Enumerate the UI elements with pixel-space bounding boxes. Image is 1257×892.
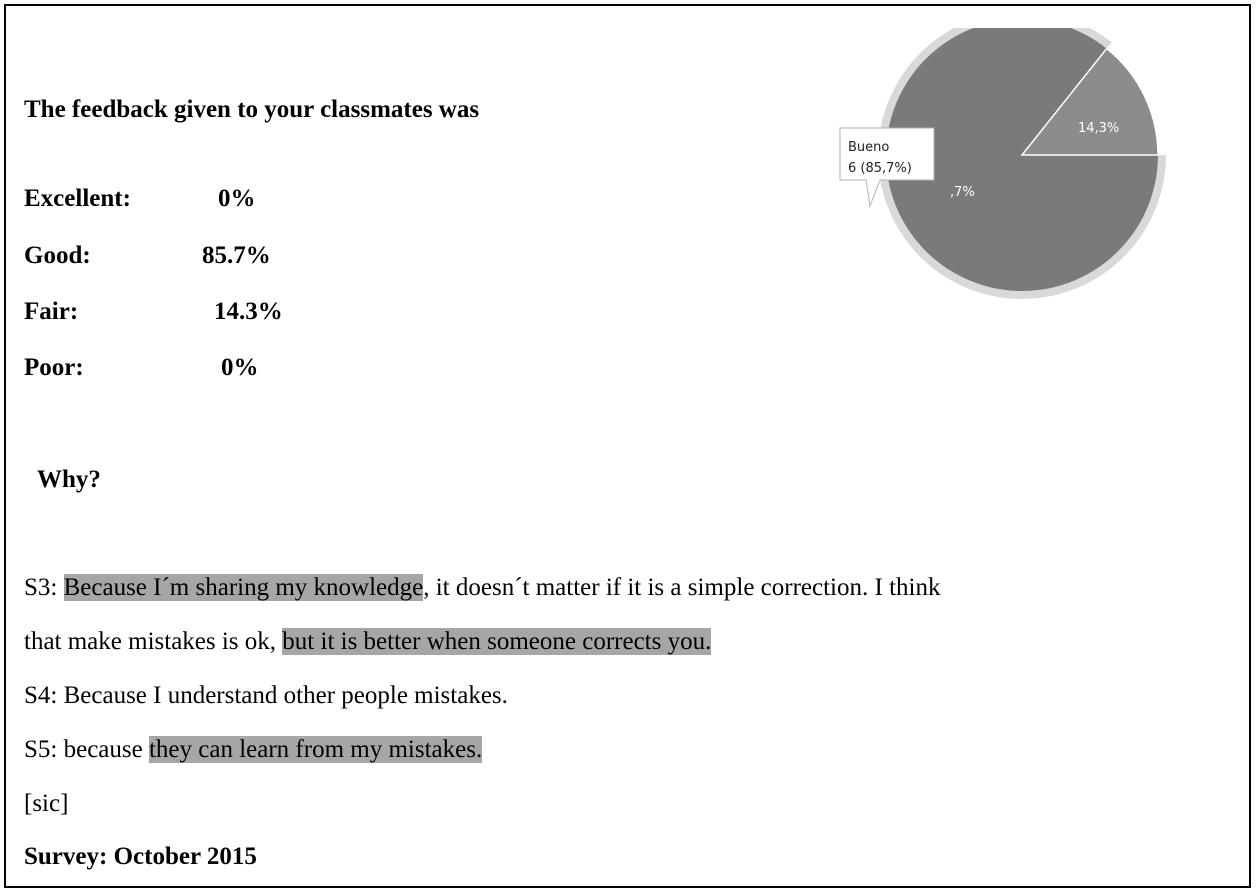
response-s3-highlight-2: but it is better when someone corrects y… <box>282 628 712 655</box>
pie-labels: 14,3% ,7% <box>950 121 1119 200</box>
response-s3-middle: , it doesn´t matter if it is a simple co… <box>423 574 941 601</box>
response-s3-line2-text: that make mistakes is ok, <box>24 628 283 655</box>
result-label-excellent: Excellent: <box>24 185 131 212</box>
pie-chart: 14,3% ,7% Bueno 6 (85,7%) <box>839 28 1166 299</box>
pie-slice-bueno <box>886 28 1158 291</box>
pie-tooltip: Bueno 6 (85,7%) <box>839 127 935 208</box>
response-s4: S4: Because I understand other people mi… <box>24 682 508 709</box>
response-s3-line2: that make mistakes is ok, but it is bett… <box>24 627 712 657</box>
sic-note: [sic] <box>24 790 69 817</box>
pie-slice-small-label: 14,3% <box>1078 121 1119 136</box>
survey-date: Survey: October 2015 <box>24 843 257 870</box>
result-label-fair: Fair: <box>24 298 79 325</box>
response-s5: S5: because they can learn from my mista… <box>24 735 483 765</box>
figure-frame <box>4 4 1251 888</box>
result-label-good: Good: <box>24 242 91 269</box>
question-heading: The feedback given to your classmates wa… <box>24 96 480 123</box>
pie-slice-bueno-label: ,7% <box>950 185 975 200</box>
response-s3-highlight-1: Because I´m sharing my knowledge <box>63 574 424 601</box>
response-s3-line1: S3: Because I´m sharing my knowledge, it… <box>24 573 940 603</box>
pie-tooltip-title: Bueno <box>848 140 889 155</box>
result-value-fair: 14.3% <box>214 298 283 325</box>
pie-slice-small <box>1020 47 1159 156</box>
response-s5-highlight: they can learn from my mistakes. <box>148 736 483 763</box>
result-value-poor: 0% <box>221 354 259 381</box>
result-value-good: 85.7% <box>202 242 271 269</box>
response-s3-prefix: S3: <box>24 574 64 601</box>
pie-tooltip-box <box>839 127 935 208</box>
response-s5-prefix: S5: because <box>24 736 149 763</box>
result-value-excellent: 0% <box>218 185 256 212</box>
why-heading: Why? <box>37 466 101 493</box>
result-label-poor: Poor: <box>24 354 84 381</box>
pie-slices <box>878 28 1166 299</box>
pie-tooltip-value: 6 (85,7%) <box>848 161 912 176</box>
